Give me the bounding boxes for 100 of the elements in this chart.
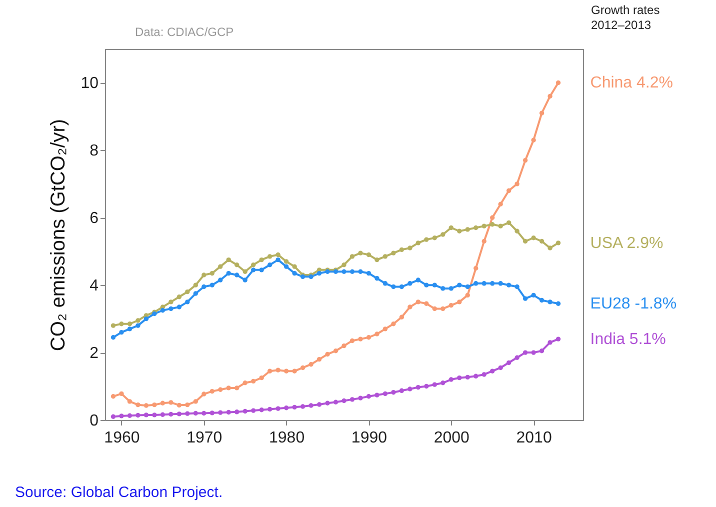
- point: [482, 372, 486, 377]
- point: [152, 402, 157, 408]
- point: [374, 276, 380, 281]
- point: [185, 300, 190, 304]
- point: [292, 270, 297, 276]
- point: [251, 378, 256, 384]
- point: [168, 300, 174, 304]
- point: [144, 412, 149, 418]
- point: [382, 326, 388, 332]
- y-tick-label: 6: [90, 210, 99, 228]
- point: [300, 365, 306, 370]
- point: [514, 284, 520, 290]
- point: [498, 365, 503, 370]
- point: [358, 396, 363, 400]
- y-axis-title: CO₂ emissions (GtCO₂/yr): [48, 118, 70, 352]
- point: [424, 384, 429, 389]
- point: [465, 227, 470, 232]
- point: [136, 323, 140, 328]
- point: [110, 335, 116, 340]
- point: [342, 269, 346, 274]
- point: [119, 322, 124, 326]
- point: [136, 318, 140, 323]
- point: [110, 394, 116, 399]
- point: [440, 380, 446, 386]
- point: [465, 292, 470, 298]
- point: [498, 202, 503, 206]
- point: [416, 384, 421, 390]
- x-tick-label: 1970: [186, 430, 222, 446]
- point: [193, 399, 198, 404]
- point: [482, 281, 486, 286]
- point: [185, 402, 190, 408]
- point: [176, 294, 182, 300]
- point: [276, 257, 280, 262]
- point: [218, 264, 223, 269]
- point: [144, 316, 149, 322]
- point: [176, 412, 182, 416]
- point: [506, 282, 512, 288]
- point: [424, 237, 429, 242]
- point: [531, 350, 536, 355]
- point: [514, 182, 520, 186]
- point: [382, 281, 388, 286]
- point: [448, 377, 454, 382]
- y-tick-label: 2: [90, 345, 99, 362]
- series-label: India 5.1%: [590, 331, 666, 348]
- point: [366, 270, 372, 276]
- point: [333, 348, 338, 354]
- point: [556, 336, 561, 342]
- point: [185, 289, 190, 294]
- point: [408, 386, 412, 392]
- point: [284, 259, 289, 264]
- text: Growth rates 2012–2013: [591, 3, 660, 32]
- point: [251, 268, 256, 272]
- point: [176, 402, 182, 408]
- point: [152, 412, 157, 418]
- point: [127, 413, 132, 418]
- point: [556, 240, 561, 246]
- point: [391, 322, 396, 326]
- point: [548, 340, 552, 345]
- point: [522, 350, 528, 355]
- point: [556, 80, 561, 86]
- series-label: EU28 -1.8%: [590, 296, 677, 313]
- point: [522, 158, 528, 163]
- point: [531, 236, 536, 240]
- point: [432, 236, 437, 240]
- y-tick-label: 4: [90, 278, 99, 295]
- point: [539, 238, 544, 244]
- point: [202, 284, 206, 290]
- point: [136, 412, 140, 418]
- point: [440, 232, 446, 237]
- point: [342, 343, 346, 348]
- series-label: USA 2.9%: [590, 234, 664, 252]
- point: [350, 254, 355, 259]
- point: [267, 406, 272, 412]
- point: [193, 291, 198, 296]
- point: [127, 322, 132, 326]
- point: [416, 278, 421, 282]
- point: [127, 326, 132, 332]
- point: [448, 302, 454, 308]
- point: [498, 224, 503, 228]
- point: [144, 403, 149, 408]
- point: [366, 252, 372, 258]
- point: [539, 110, 544, 116]
- point: [399, 314, 404, 320]
- point: [465, 284, 470, 290]
- point: [251, 262, 256, 268]
- point: [366, 335, 372, 340]
- point: [391, 390, 396, 395]
- point: [408, 304, 412, 310]
- point: [316, 402, 322, 407]
- x-tick-label: 1980: [269, 430, 305, 446]
- point: [259, 408, 264, 412]
- point: [506, 220, 512, 226]
- point: [531, 292, 536, 298]
- point: [259, 376, 264, 380]
- y-tick-label: 0: [90, 412, 99, 430]
- point: [202, 272, 206, 278]
- point: [399, 247, 404, 252]
- point: [548, 246, 552, 250]
- point: [490, 281, 495, 286]
- point: [399, 284, 404, 290]
